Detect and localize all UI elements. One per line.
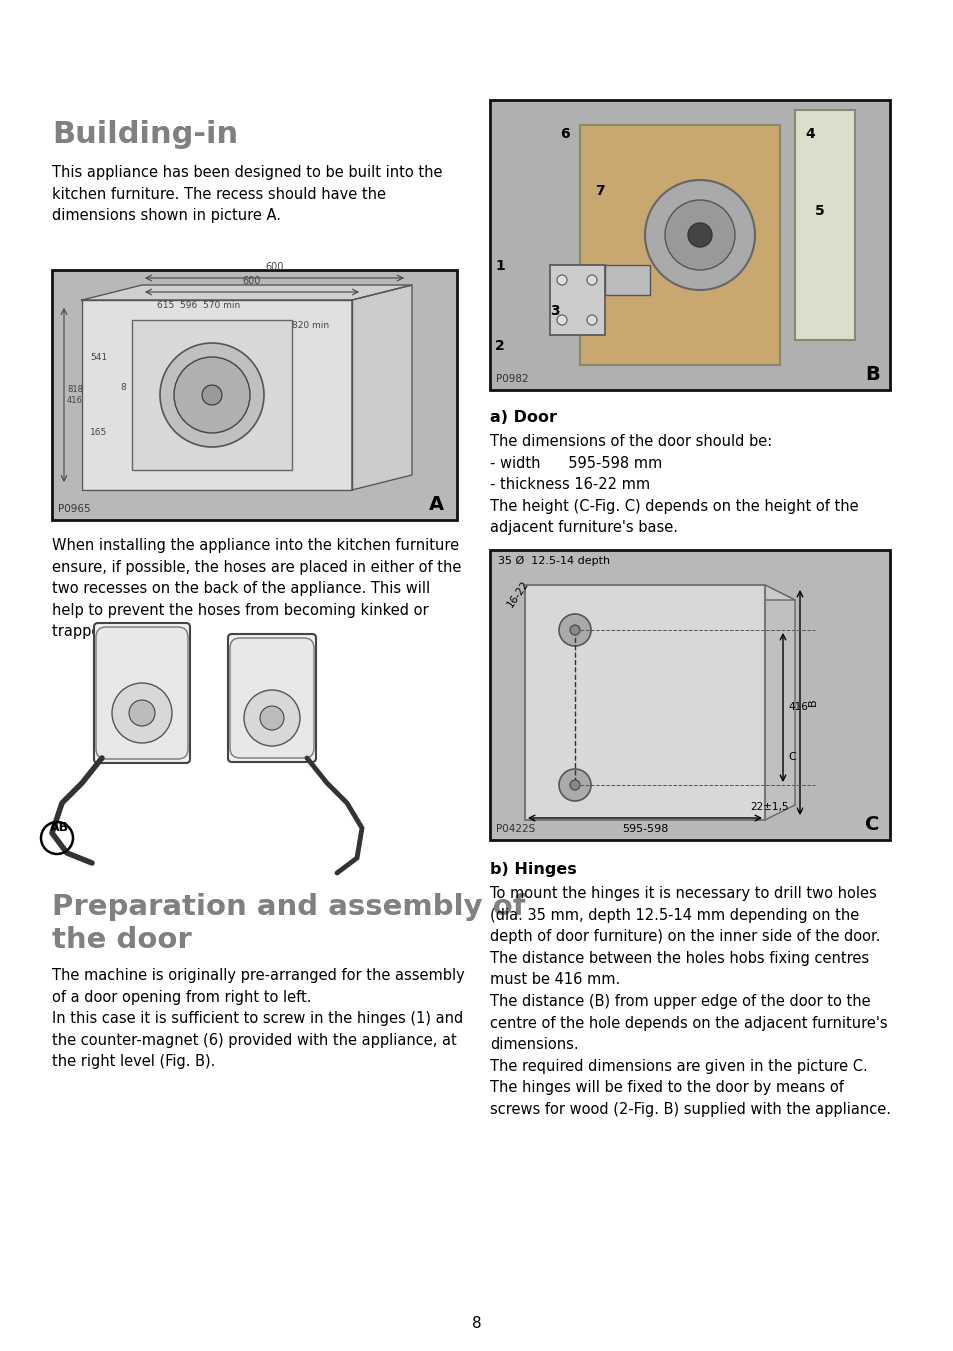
Bar [550,265,604,335]
Text: 480: 480 [207,463,223,471]
Bar [490,100,889,390]
Bar [579,126,780,365]
Circle shape [173,357,250,434]
Circle shape [557,276,566,285]
Text: 165: 165 [272,378,289,386]
Text: 595-598: 595-598 [621,824,667,834]
Text: 820 min: 820 min [292,322,329,330]
Text: The dimensions of the door should be:
- width      595-598 mm
- thickness 16-22 : The dimensions of the door should be: - … [490,434,858,535]
Text: 7: 7 [595,184,604,199]
Circle shape [687,223,711,247]
Text: 1: 1 [495,259,504,273]
Text: 16-22: 16-22 [504,578,530,609]
Circle shape [260,707,284,730]
Text: 490: 490 [167,449,183,457]
Text: 818
416: 818 416 [67,385,83,405]
Text: This appliance has been designed to be built into the
kitchen furniture. The rec: This appliance has been designed to be b… [52,165,442,223]
Text: P0982: P0982 [496,374,528,384]
Text: 541: 541 [90,353,107,362]
Text: The machine is originally pre-arranged for the assembly
of a door opening from r: The machine is originally pre-arranged f… [52,969,464,1070]
Text: B: B [864,365,879,384]
Circle shape [557,315,566,326]
Polygon shape [82,300,352,490]
Text: 22±1,5: 22±1,5 [749,802,788,812]
Bar [794,109,854,340]
Text: b) Hinges: b) Hinges [490,862,577,877]
Polygon shape [764,585,794,820]
Circle shape [664,200,734,270]
Text: Building-in: Building-in [52,120,238,149]
Polygon shape [82,285,412,300]
Text: 2: 2 [495,339,504,353]
Text: 165: 165 [90,428,107,436]
Circle shape [160,343,264,447]
Text: 35 Ø  12.5-14 depth: 35 Ø 12.5-14 depth [497,555,610,566]
Circle shape [569,780,579,790]
Text: 4: 4 [804,127,814,141]
Text: C: C [864,815,879,834]
Text: 615  596  570 min: 615 596 570 min [157,301,240,309]
FancyBboxPatch shape [94,623,190,763]
FancyBboxPatch shape [230,638,314,758]
Circle shape [558,769,590,801]
Text: P0422S: P0422S [496,824,535,834]
Text: a) Door: a) Door [490,409,557,426]
Text: C: C [787,753,795,762]
Text: 416: 416 [787,703,807,712]
Circle shape [244,690,299,746]
Circle shape [569,626,579,635]
Text: 3: 3 [550,304,559,317]
FancyBboxPatch shape [228,634,315,762]
Text: Preparation and assembly of
the door: Preparation and assembly of the door [52,893,525,955]
Text: 6: 6 [559,127,569,141]
Text: 90: 90 [167,438,177,447]
Polygon shape [524,585,794,600]
Circle shape [112,684,172,743]
Circle shape [202,385,222,405]
Circle shape [586,276,597,285]
Bar [524,585,764,820]
Text: 641: 641 [242,353,259,362]
Text: 120: 120 [212,354,222,372]
Text: 600: 600 [265,262,283,272]
Text: AB: AB [50,821,69,834]
Text: P0965: P0965 [58,504,91,513]
Bar [604,265,649,295]
Circle shape [644,180,754,290]
Bar [490,550,889,840]
Bar [132,320,292,470]
Polygon shape [352,285,412,490]
Text: 8: 8 [120,382,126,392]
Circle shape [129,700,154,725]
Text: 55: 55 [272,388,283,397]
Circle shape [558,613,590,646]
Text: B: B [807,698,817,705]
Text: 5: 5 [814,204,824,218]
Text: When installing the appliance into the kitchen furniture
ensure, if possible, th: When installing the appliance into the k… [52,538,461,639]
Text: A: A [429,494,444,513]
Text: 600: 600 [243,276,261,286]
Text: 8: 8 [472,1316,481,1331]
Bar [52,270,456,520]
Circle shape [586,315,597,326]
Text: To mount the hinges it is necessary to drill two holes
(dia. 35 mm, depth 12.5-1: To mount the hinges it is necessary to d… [490,886,890,1117]
FancyBboxPatch shape [96,627,188,759]
